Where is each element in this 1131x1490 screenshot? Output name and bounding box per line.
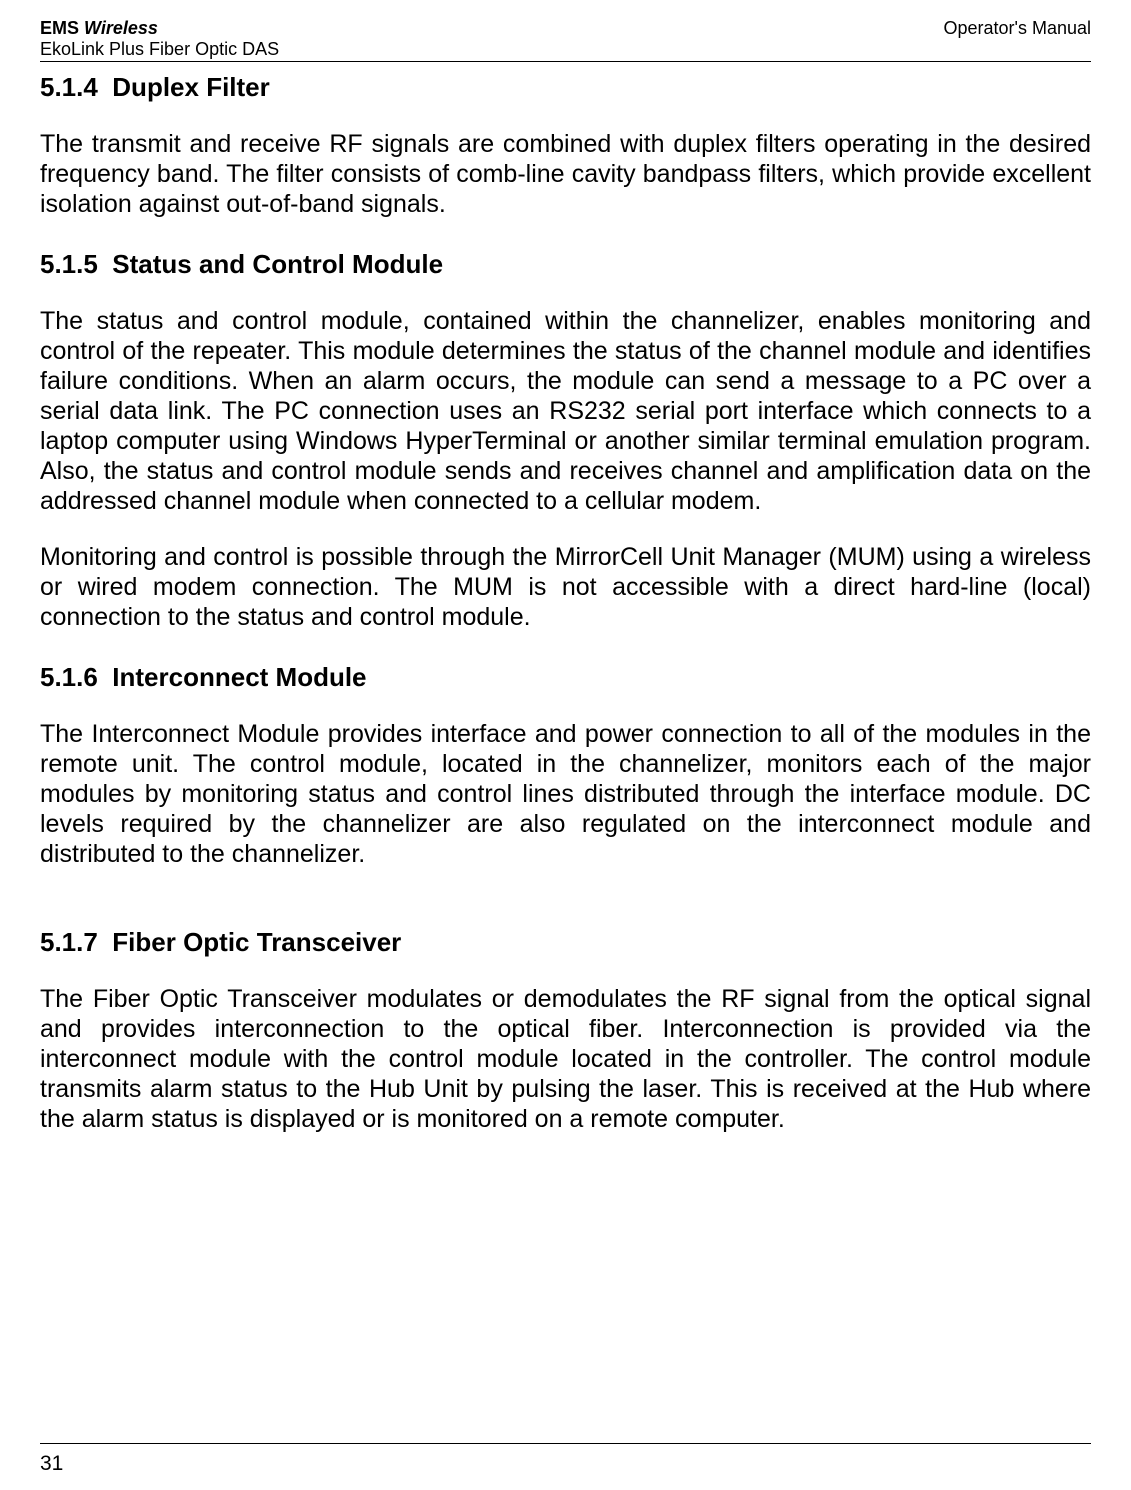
header-left: EMS Wireless EkoLink Plus Fiber Optic DA… xyxy=(40,18,279,59)
section-5-1-4-para-1: The transmit and receive RF signals are … xyxy=(40,129,1091,219)
section-title: Duplex Filter xyxy=(112,72,269,102)
section-heading-5-1-5: 5.1.5 Status and Control Module xyxy=(40,249,1091,280)
page: EMS Wireless EkoLink Plus Fiber Optic DA… xyxy=(0,0,1131,1490)
section-heading-5-1-4: 5.1.4 Duplex Filter xyxy=(40,72,1091,103)
section-heading-5-1-6: 5.1.6 Interconnect Module xyxy=(40,662,1091,693)
header-right: Operator's Manual xyxy=(943,18,1091,59)
section-number: 5.1.4 xyxy=(40,72,98,102)
header-product-bold: EMS xyxy=(40,18,79,38)
section-number: 5.1.6 xyxy=(40,662,98,692)
section-heading-5-1-7: 5.1.7 Fiber Optic Transceiver xyxy=(40,927,1091,958)
section-number: 5.1.7 xyxy=(40,927,98,957)
page-number: 31 xyxy=(40,1452,63,1476)
section-5-1-6-para-1: The Interconnect Module provides interfa… xyxy=(40,719,1091,869)
section-5-1-5-para-2: Monitoring and control is possible throu… xyxy=(40,542,1091,632)
header-product-line: EMS Wireless xyxy=(40,18,279,39)
section-title: Status and Control Module xyxy=(112,249,443,279)
header: EMS Wireless EkoLink Plus Fiber Optic DA… xyxy=(40,18,1091,59)
header-product-italic: Wireless xyxy=(79,18,158,38)
section-number: 5.1.5 xyxy=(40,249,98,279)
header-rule xyxy=(40,61,1091,62)
section-title: Fiber Optic Transceiver xyxy=(112,927,401,957)
section-title: Interconnect Module xyxy=(112,662,366,692)
header-subtitle: EkoLink Plus Fiber Optic DAS xyxy=(40,39,279,60)
section-5-1-7-para-1: The Fiber Optic Transceiver modulates or… xyxy=(40,984,1091,1134)
section-5-1-5-para-1: The status and control module, contained… xyxy=(40,306,1091,516)
footer-rule xyxy=(40,1443,1091,1444)
